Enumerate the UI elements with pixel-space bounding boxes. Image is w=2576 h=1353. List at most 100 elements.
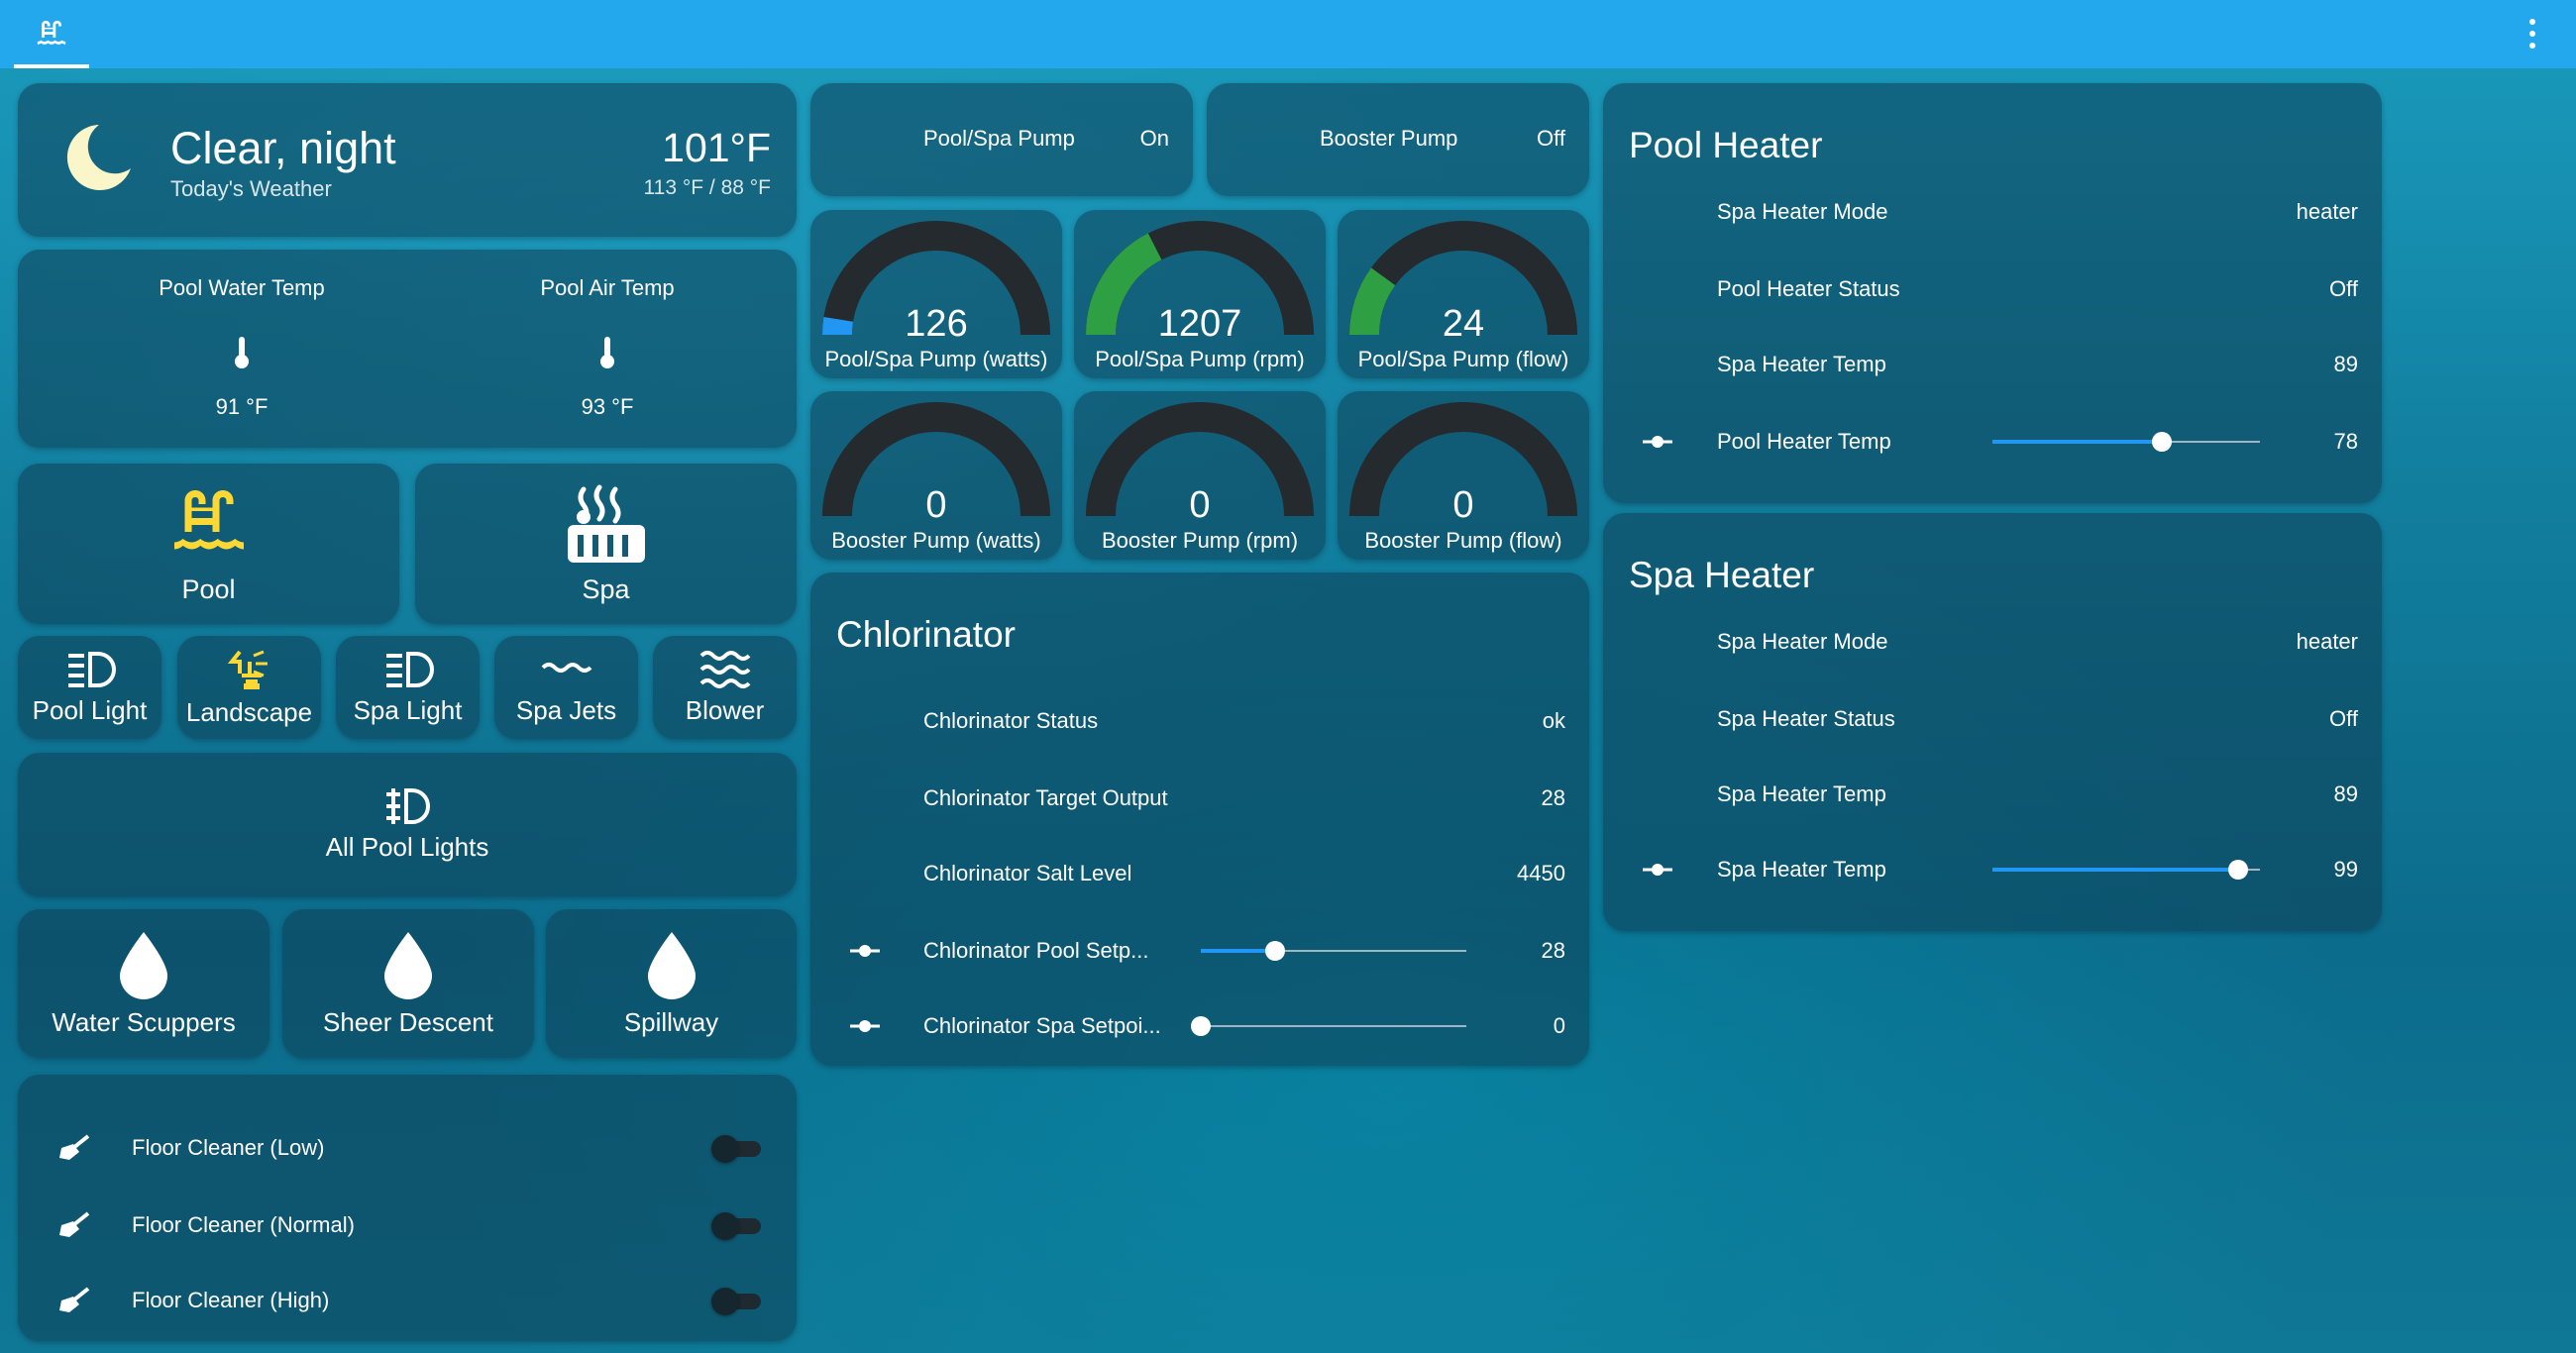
card-title: Pool Heater	[1629, 125, 1822, 166]
slider-knob[interactable]	[2152, 432, 2172, 452]
feature-label: Spillway	[624, 1007, 718, 1038]
entity-row[interactable]: Spa Heater Temp 89	[1603, 775, 2382, 814]
sheer-descent-button[interactable]: Sheer Descent	[282, 909, 534, 1058]
broom-icon	[57, 1134, 91, 1162]
light-label: Pool Light	[33, 695, 148, 726]
broom-icon	[57, 1287, 91, 1314]
gauge-value: 126	[810, 303, 1062, 346]
spa-mode-button[interactable]: Spa	[415, 464, 797, 624]
entity-row[interactable]: Pool Heater Status Off	[1603, 269, 2382, 309]
landscape-light-icon	[226, 648, 273, 691]
floor-cleaner-toggle[interactable]	[711, 1283, 767, 1318]
sensor-value: 91 °F	[63, 394, 420, 420]
entity-row[interactable]: Chlorinator Target Output 28	[810, 779, 1589, 818]
pool-heater-temp-slider[interactable]	[1992, 441, 2260, 443]
all-pool-lights-button[interactable]: All Pool Lights	[18, 753, 797, 896]
toggle-thumb	[711, 1135, 739, 1163]
spa-heater-temp-slider[interactable]	[1992, 869, 2260, 871]
gauge-card[interactable]: 0 Booster Pump (flow)	[1338, 391, 1589, 560]
chlorinator-pool-setpoint-slider[interactable]	[1201, 950, 1466, 952]
pool-icon	[167, 483, 251, 567]
weather-card[interactable]: Clear, night Today's Weather 101°F 113 °…	[18, 83, 797, 237]
card-title: Chlorinator	[836, 614, 1016, 656]
sensor-label: Pool Air Temp	[429, 275, 786, 301]
entity-value: ok	[1543, 708, 1565, 734]
floor-cleaner-row[interactable]: Floor Cleaner (High)	[18, 1281, 797, 1320]
gauge-card[interactable]: 0 Booster Pump (rpm)	[1074, 391, 1326, 560]
slider-row: Chlorinator Pool Setp... 28	[810, 931, 1589, 971]
blower-button[interactable]: Blower	[653, 636, 797, 739]
waves-icon	[699, 650, 751, 689]
slider-row: Spa Heater Temp 99	[1603, 850, 2382, 889]
slider-icon	[848, 939, 882, 963]
overflow-menu-button[interactable]	[2522, 16, 2542, 52]
entity-value: Off	[2329, 276, 2358, 302]
entity-row[interactable]: Spa Heater Mode heater	[1603, 192, 2382, 232]
pump-state: Off	[1537, 126, 1565, 152]
slider-knob[interactable]	[2228, 860, 2248, 880]
entity-row[interactable]: Spa Heater Temp 89	[1603, 345, 2382, 384]
spa-mode-label: Spa	[582, 574, 629, 605]
feature-label: Water Scuppers	[52, 1007, 235, 1038]
slider-icon	[848, 1014, 882, 1038]
gauge-value: 0	[1338, 484, 1589, 527]
pool-light-button[interactable]: Pool Light	[18, 636, 161, 739]
entity-row[interactable]: Spa Heater Mode heater	[1603, 622, 2382, 662]
entity-row[interactable]: Chlorinator Status ok	[810, 701, 1589, 741]
landscape-light-button[interactable]: Landscape	[177, 636, 321, 739]
chlorinator-spa-setpoint-slider[interactable]	[1201, 1025, 1466, 1027]
slider-knob[interactable]	[1265, 941, 1285, 961]
floor-cleaner-row[interactable]: Floor Cleaner (Normal)	[18, 1205, 797, 1245]
pool-spa-pump-button[interactable]: Pool/Spa Pump On	[810, 83, 1193, 196]
all-pool-lights-label: All Pool Lights	[326, 832, 489, 863]
thermometer-icon	[232, 335, 252, 370]
gauge-value: 1207	[1074, 303, 1326, 346]
weather-temperature: 101°F	[662, 125, 771, 171]
weather-condition: Clear, night	[170, 123, 396, 174]
hot-tub-icon	[564, 483, 649, 567]
pool-mode-label: Pool	[181, 574, 235, 605]
booster-pump-button[interactable]: Booster Pump Off	[1207, 83, 1589, 196]
slider-knob[interactable]	[1191, 1016, 1211, 1036]
entity-value: 28	[1542, 785, 1565, 811]
entity-value: 4450	[1517, 861, 1565, 886]
pool-view-tab[interactable]	[14, 0, 89, 68]
floor-cleaner-toggle[interactable]	[711, 1130, 767, 1166]
slider-fill	[1992, 868, 2238, 872]
slider-row: Chlorinator Spa Setpoi... 0	[810, 1006, 1589, 1046]
entity-row[interactable]: Spa Heater Status Off	[1603, 699, 2382, 739]
spa-light-button[interactable]: Spa Light	[336, 636, 480, 739]
pump-name: Booster Pump	[1320, 126, 1457, 152]
entity-name: Chlorinator Salt Level	[923, 861, 1131, 886]
entity-value: heater	[2297, 629, 2358, 655]
gauge-card[interactable]: 0 Booster Pump (watts)	[810, 391, 1062, 560]
pool-mode-button[interactable]: Pool	[18, 464, 399, 624]
pool-heater-card: Pool Heater Spa Heater Mode heater Pool …	[1603, 83, 2382, 503]
pool-air-temp-sensor[interactable]: Pool Air Temp 93 °F	[429, 250, 786, 448]
gauge-card[interactable]: 24 Pool/Spa Pump (flow)	[1338, 210, 1589, 378]
floor-cleaner-label: Floor Cleaner (Low)	[132, 1135, 324, 1161]
spillway-button[interactable]: Spillway	[546, 909, 797, 1058]
gauge-label: Booster Pump (watts)	[810, 528, 1062, 554]
entity-row[interactable]: Chlorinator Salt Level 4450	[810, 854, 1589, 893]
pool-water-temp-sensor[interactable]: Pool Water Temp 91 °F	[63, 250, 420, 448]
entity-name: Spa Heater Temp	[1717, 352, 1886, 377]
moon-icon	[55, 117, 137, 198]
slider-value: 78	[2334, 429, 2358, 455]
gauge-card[interactable]: 126 Pool/Spa Pump (watts)	[810, 210, 1062, 378]
slider-name: Pool Heater Temp	[1717, 429, 1891, 455]
floor-cleaner-row[interactable]: Floor Cleaner (Low)	[18, 1128, 797, 1168]
spa-jets-button[interactable]: Spa Jets	[494, 636, 638, 739]
entity-name: Spa Heater Status	[1717, 706, 1895, 732]
floor-cleaner-toggle[interactable]	[711, 1207, 767, 1243]
slider-icon	[1641, 858, 1674, 882]
pump-state: On	[1140, 126, 1169, 152]
entity-value: 89	[2334, 781, 2358, 807]
gauge-card[interactable]: 1207 Pool/Spa Pump (rpm)	[1074, 210, 1326, 378]
light-icon	[382, 650, 434, 689]
all-lights-icon	[384, 786, 430, 826]
toggle-thumb	[711, 1212, 739, 1240]
water-scuppers-button[interactable]: Water Scuppers	[18, 909, 269, 1058]
temperature-card: Pool Water Temp 91 °F Pool Air Temp 93 °…	[18, 250, 797, 448]
gauge-label: Pool/Spa Pump (rpm)	[1074, 347, 1326, 372]
